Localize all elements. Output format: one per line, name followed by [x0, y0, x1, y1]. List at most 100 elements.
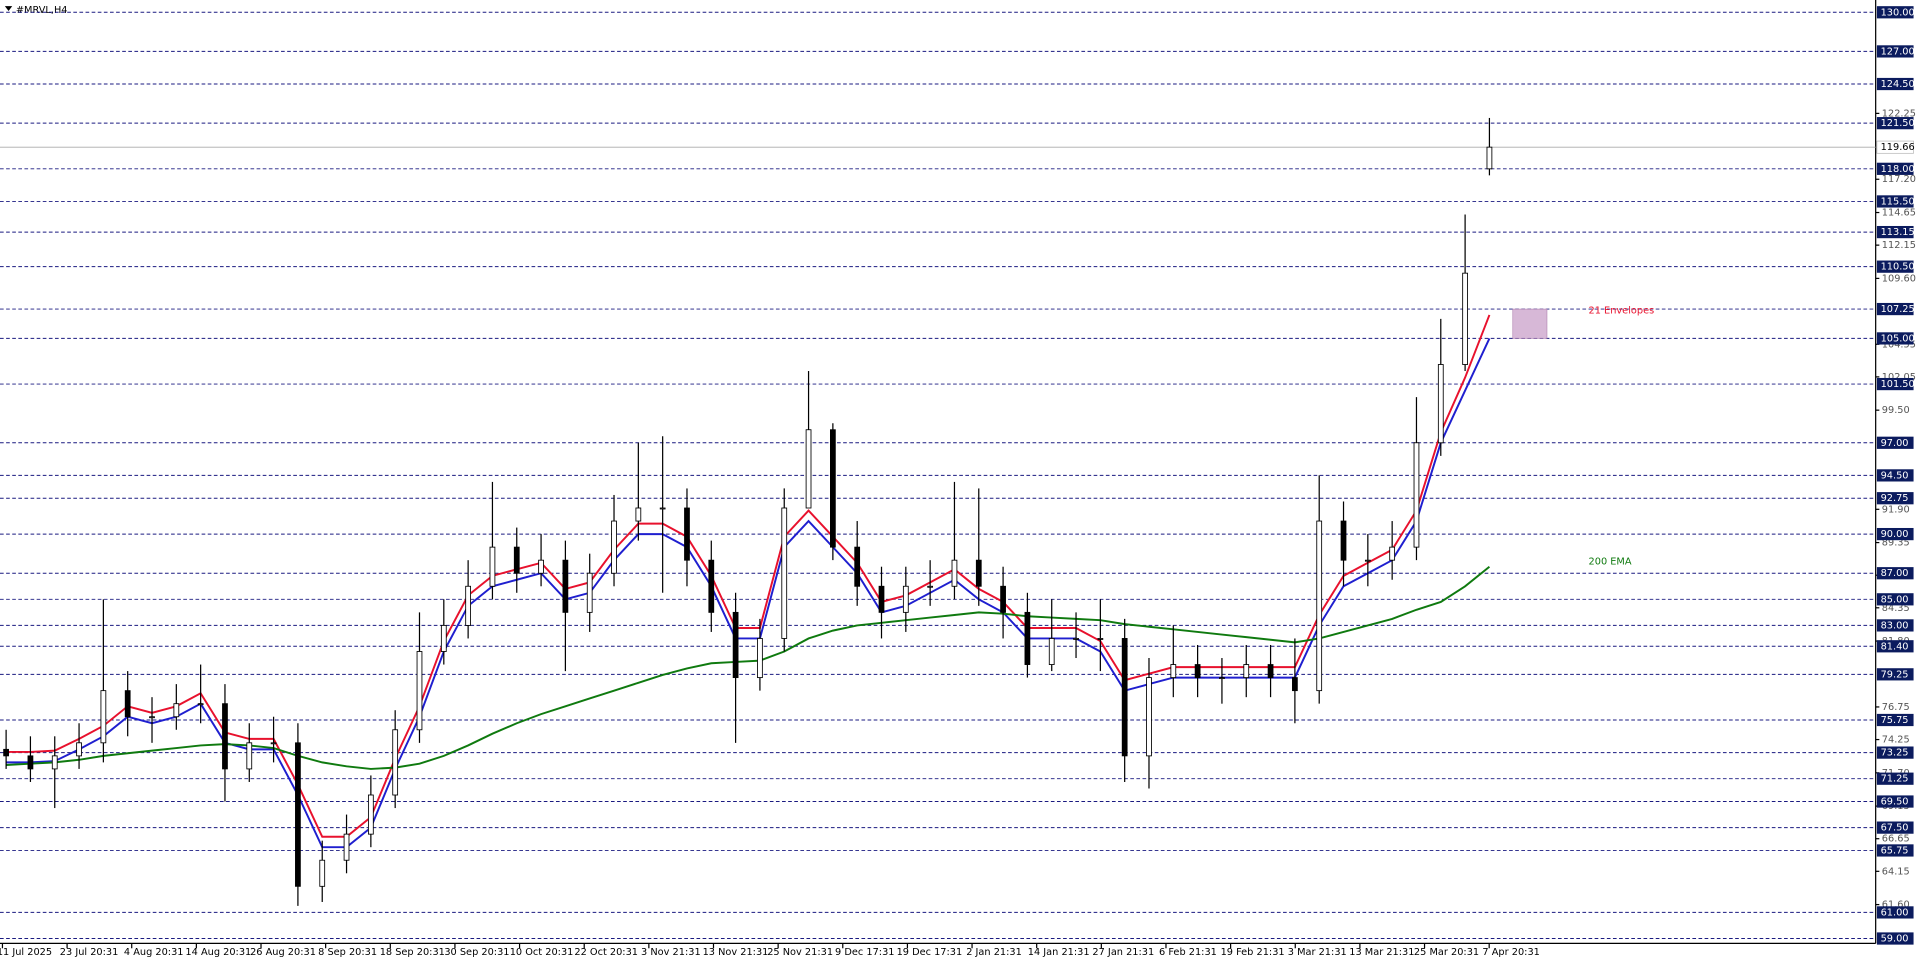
menu-arrow[interactable]: [4, 6, 13, 12]
level-label: 97.00: [1876, 436, 1914, 449]
level-label-box: [1876, 668, 1914, 681]
minor-tick-label: 64.15: [1882, 866, 1910, 877]
level-label-text: 81.40: [1881, 641, 1909, 652]
candle-body: [367, 794, 374, 835]
level-label: 81.40: [1876, 640, 1914, 653]
level-label-box: [1876, 527, 1914, 541]
level-label-text: 75.75: [1881, 715, 1909, 726]
level-label-text: 113.15: [1881, 227, 1915, 238]
current-price-box: [1876, 140, 1914, 154]
time-label: 8 Sep 20:31: [318, 947, 377, 958]
annotation: 21 Envelopes: [1589, 305, 1655, 316]
indicator-line: [6, 337, 1491, 849]
indicator-line: [6, 565, 1491, 770]
candle-body: [708, 559, 715, 613]
time-label: 23 Jul 20:31: [60, 947, 119, 958]
level-label-text: 105.00: [1881, 333, 1915, 344]
time-label: 26 Aug 20:31: [250, 947, 316, 958]
candle-body: [635, 507, 642, 522]
level-label: 118.00: [1876, 162, 1915, 175]
chart-title: #MRVL,H4: [16, 5, 68, 16]
minor-tick-label: 117.20: [1882, 174, 1916, 185]
candle-body: [562, 559, 569, 613]
level-label: 67.50: [1876, 821, 1914, 834]
candle-body: [1194, 664, 1201, 679]
level-label-text: 85.00: [1881, 594, 1909, 605]
time-label: 25 Mar 20:31: [1414, 947, 1479, 958]
level-label-text: 115.50: [1881, 196, 1915, 207]
level-label-box: [1876, 195, 1914, 208]
level-label: 87.00: [1876, 567, 1914, 580]
candle-body: [76, 742, 82, 757]
candle-body: [1097, 638, 1104, 640]
candle-body: [1389, 546, 1396, 561]
candle-body: [1121, 638, 1128, 757]
time-label: 25 Nov 21:31: [767, 947, 833, 958]
level-label-box: [1876, 302, 1914, 316]
candle-body: [513, 546, 520, 574]
level-label-text: 79.25: [1881, 669, 1909, 680]
minor-tick-label: 122.25: [1882, 108, 1916, 119]
minor-tick-label: 74.25: [1882, 735, 1910, 746]
candle-body: [659, 507, 666, 510]
level-label: 83.00: [1876, 619, 1914, 632]
candle-body: [611, 520, 617, 574]
level-label: 75.75: [1876, 713, 1914, 727]
level-label-box: [1876, 713, 1914, 727]
minor-tick-label: 89.35: [1882, 538, 1910, 549]
level-label-text: 92.75: [1881, 493, 1909, 504]
time-label: 2 Jan 21:31: [966, 947, 1022, 958]
candle-body: [1340, 520, 1347, 561]
time-label: 30 Sep 20:31: [444, 947, 509, 958]
level-label-text: 118.00: [1881, 164, 1915, 175]
level-label: 130.00: [1876, 6, 1915, 19]
time-label: 13 Nov 21:31: [703, 947, 769, 958]
time-label: 13 Mar 21:31: [1349, 947, 1414, 958]
level-label-box: [1876, 906, 1914, 919]
indicator-line: [6, 314, 1491, 838]
time-label: 4 Aug 20:31: [124, 947, 184, 958]
time-label: 18 Sep 20:31: [380, 947, 445, 958]
candle-body: [1316, 520, 1323, 692]
candle-body: [1073, 638, 1079, 640]
level-label: 121.50: [1876, 117, 1915, 130]
annotation: 200 EMA: [1589, 556, 1632, 567]
candle-body: [975, 559, 982, 587]
level-label-text: 127.00: [1881, 46, 1915, 57]
candle-body: [732, 611, 739, 679]
level-label: 73.25: [1876, 746, 1914, 759]
candle-body: [440, 624, 447, 652]
level-label-box: [1876, 640, 1914, 653]
minor-tick-label: 102.05: [1882, 372, 1916, 383]
candle-body: [1267, 664, 1274, 679]
time-label: 14 Aug 20:31: [185, 947, 251, 958]
candle-body: [3, 748, 9, 757]
time-label: 19 Feb 21:31: [1221, 947, 1285, 958]
level-label-text: 110.50: [1881, 262, 1915, 273]
candle-body: [319, 859, 326, 887]
level-label-box: [1876, 45, 1914, 58]
candle-body: [465, 585, 471, 626]
time-label: 7 Apr 20:31: [1482, 947, 1539, 958]
candle-body: [805, 429, 812, 509]
level-label: 85.00: [1876, 593, 1914, 606]
zone: [1512, 308, 1548, 339]
minor-tick-label: 66.65: [1882, 834, 1910, 845]
level-label-box: [1876, 593, 1914, 606]
level-label-box: [1876, 260, 1914, 273]
candle-body: [684, 507, 690, 561]
minor-tick-label: 84.35: [1882, 603, 1910, 614]
candle-body: [1048, 638, 1055, 665]
level-label: 65.75: [1876, 844, 1914, 857]
level-label: 113.15: [1876, 225, 1915, 239]
level-label-box: [1876, 746, 1914, 759]
time-label: 10 Oct 20:31: [510, 947, 574, 958]
level-label-box: [1876, 795, 1914, 808]
level-label: 90.00: [1876, 527, 1914, 541]
level-label: 59.00: [1876, 932, 1914, 945]
level-label-text: 94.50: [1881, 470, 1909, 481]
candle-body: [1000, 585, 1006, 613]
level-label: 107.25: [1876, 302, 1915, 316]
level-label: 61.00: [1876, 906, 1914, 919]
level-label-box: [1876, 844, 1914, 857]
